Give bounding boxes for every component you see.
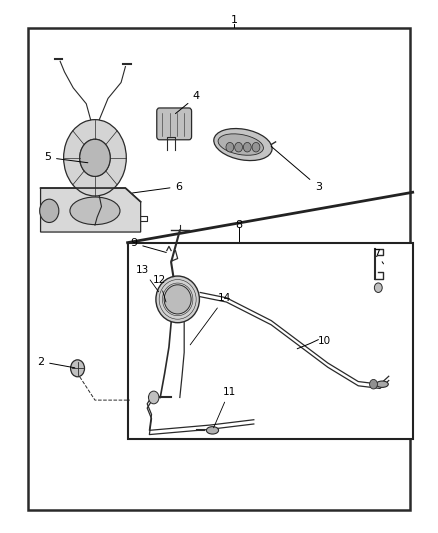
Ellipse shape: [206, 426, 219, 434]
Text: 7: 7: [374, 249, 384, 264]
Ellipse shape: [156, 276, 199, 322]
Text: 14: 14: [190, 293, 231, 345]
Circle shape: [244, 142, 251, 152]
Bar: [28, 28, 410, 511]
Ellipse shape: [214, 128, 272, 160]
Text: 12: 12: [153, 276, 166, 302]
Circle shape: [40, 199, 59, 222]
Text: 4: 4: [176, 92, 200, 114]
Polygon shape: [41, 188, 141, 232]
Text: 2: 2: [37, 357, 75, 368]
Text: 13: 13: [136, 265, 159, 292]
FancyBboxPatch shape: [157, 108, 191, 140]
Circle shape: [235, 142, 243, 152]
Circle shape: [370, 379, 378, 389]
Text: 10: 10: [318, 336, 332, 346]
Text: 11: 11: [214, 387, 236, 428]
Ellipse shape: [218, 134, 263, 155]
Text: 6: 6: [133, 182, 183, 193]
Ellipse shape: [70, 197, 120, 224]
Text: 1: 1: [231, 15, 238, 25]
Circle shape: [148, 391, 159, 404]
Circle shape: [374, 283, 382, 293]
Circle shape: [226, 142, 234, 152]
Circle shape: [80, 139, 110, 176]
Text: 5: 5: [44, 152, 88, 163]
Bar: [127, 243, 413, 439]
Text: 3: 3: [271, 147, 322, 192]
Circle shape: [71, 360, 85, 377]
Ellipse shape: [376, 381, 389, 387]
Text: 9: 9: [130, 238, 166, 253]
Ellipse shape: [164, 285, 191, 314]
Text: 8: 8: [235, 220, 242, 230]
Circle shape: [252, 142, 260, 152]
